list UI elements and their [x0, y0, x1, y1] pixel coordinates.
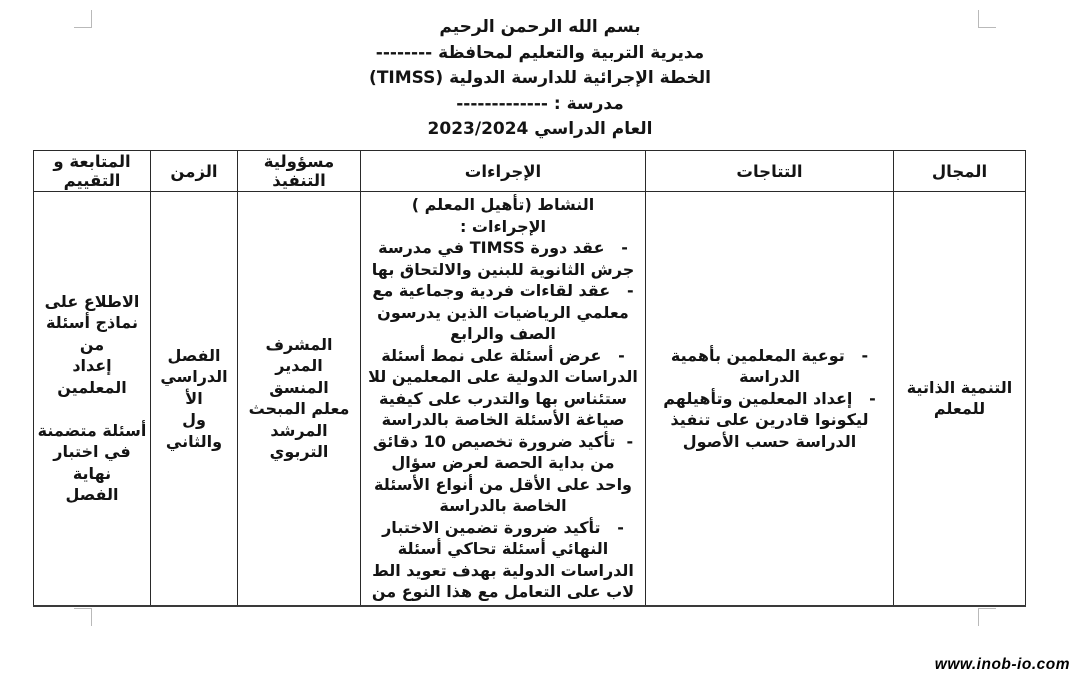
col-header-outcomes: التتاجات	[645, 150, 894, 192]
page-corner-mark-bottom-left	[74, 608, 92, 626]
col-header-responsibility: مسؤولية التنفيذ	[237, 150, 361, 192]
cell-time: الفصل الدراسي الأ ول والثاني	[150, 191, 238, 606]
plan-table: المجال التتاجات الإجراءات مسؤولية التنفي…	[33, 150, 1026, 607]
school-line: مدرسة : -------------	[456, 93, 624, 114]
cell-followup: الاطلاع على نماذج أسئلة من إعداد المعلمي…	[33, 191, 151, 606]
col-header-domain: المجال	[893, 150, 1026, 192]
cell-domain: التنمية الذاتية للمعلم	[893, 191, 1026, 606]
cell-outcomes: - توعية المعلمين بأهمية الدراسة - إعداد …	[645, 191, 894, 606]
basmala-line: بسم الله الرحمن الرحيم	[439, 17, 641, 37]
document-header: بسم الله الرحمن الرحيم مديرية التربية وا…	[0, 15, 1080, 143]
table-header-row: المجال التتاجات الإجراءات مسؤولية التنفي…	[33, 150, 1026, 192]
cell-responsibility: المشرف المدير المنسق معلم المبحث المرشد …	[237, 191, 361, 606]
academic-year-line: العام الدراسي 2023/2024	[427, 119, 653, 139]
cell-procedures: النشاط (تأهيل المعلم ) الإجراءات : - عقد…	[360, 191, 646, 606]
table-body-row: التنمية الذاتية للمعلم - توعية المعلمين …	[33, 191, 1026, 606]
page-corner-mark-top-right	[978, 10, 996, 28]
directorate-line: مديرية التربية والتعليم لمحافظة --------	[375, 42, 705, 63]
watermark-url: www.inob-io.com	[934, 656, 1070, 673]
page-corner-mark-bottom-right	[978, 608, 996, 626]
col-header-time: الزمن	[150, 150, 238, 192]
col-header-procedures: الإجراءات	[360, 150, 646, 192]
plan-title-line: الخطة الإجرائية للدارسة الدولية (TIMSS)	[369, 68, 711, 88]
page-corner-mark-top-left	[74, 10, 92, 28]
col-header-followup: المتابعة و التقييم	[33, 150, 151, 192]
